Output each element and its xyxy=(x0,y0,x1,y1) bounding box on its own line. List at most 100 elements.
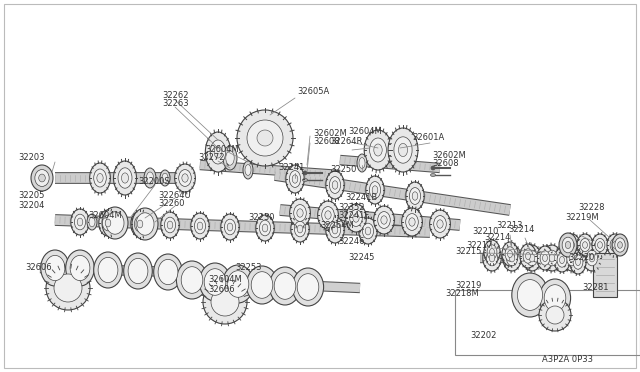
Bar xyxy=(455,290,640,355)
Ellipse shape xyxy=(294,221,306,237)
Ellipse shape xyxy=(154,254,182,290)
Ellipse shape xyxy=(406,214,419,230)
Ellipse shape xyxy=(359,158,365,169)
Ellipse shape xyxy=(372,186,378,194)
Ellipse shape xyxy=(570,250,586,274)
Ellipse shape xyxy=(365,227,371,235)
Ellipse shape xyxy=(357,154,367,172)
Ellipse shape xyxy=(102,207,128,239)
Text: 32241B: 32241B xyxy=(345,193,377,202)
Ellipse shape xyxy=(223,265,253,303)
Ellipse shape xyxy=(582,242,588,248)
Ellipse shape xyxy=(292,268,324,306)
Ellipse shape xyxy=(512,273,548,317)
Ellipse shape xyxy=(167,221,173,229)
Ellipse shape xyxy=(245,164,251,176)
Ellipse shape xyxy=(359,218,377,244)
Ellipse shape xyxy=(70,256,90,280)
Ellipse shape xyxy=(211,140,226,164)
Ellipse shape xyxy=(181,267,203,293)
Ellipse shape xyxy=(615,238,625,252)
Text: 32219: 32219 xyxy=(455,280,481,289)
Ellipse shape xyxy=(325,211,331,219)
Ellipse shape xyxy=(332,226,338,234)
Ellipse shape xyxy=(289,171,301,187)
Ellipse shape xyxy=(246,266,278,304)
Ellipse shape xyxy=(431,173,435,176)
Ellipse shape xyxy=(563,245,581,271)
Ellipse shape xyxy=(332,181,338,189)
Ellipse shape xyxy=(592,234,608,256)
Text: 32246: 32246 xyxy=(338,237,365,247)
Ellipse shape xyxy=(575,259,580,266)
Ellipse shape xyxy=(595,238,605,251)
Ellipse shape xyxy=(182,174,188,182)
Text: 32202: 32202 xyxy=(470,330,497,340)
Text: 32264R: 32264R xyxy=(330,138,362,147)
Ellipse shape xyxy=(147,172,154,184)
Text: 32281: 32281 xyxy=(582,283,609,292)
Text: 32602M: 32602M xyxy=(432,151,466,160)
Ellipse shape xyxy=(399,143,408,157)
Ellipse shape xyxy=(330,177,340,193)
Ellipse shape xyxy=(402,208,422,236)
Circle shape xyxy=(54,274,82,302)
Ellipse shape xyxy=(544,285,566,311)
Ellipse shape xyxy=(128,259,148,283)
Ellipse shape xyxy=(303,179,307,182)
Text: 32608: 32608 xyxy=(313,137,340,145)
Ellipse shape xyxy=(346,204,366,232)
Ellipse shape xyxy=(191,213,209,239)
Ellipse shape xyxy=(489,254,495,262)
Ellipse shape xyxy=(567,238,577,251)
Ellipse shape xyxy=(41,250,69,286)
Ellipse shape xyxy=(164,217,175,233)
Ellipse shape xyxy=(569,254,575,262)
Ellipse shape xyxy=(197,222,203,230)
Ellipse shape xyxy=(502,242,518,266)
Ellipse shape xyxy=(144,168,156,188)
Ellipse shape xyxy=(429,210,451,238)
Ellipse shape xyxy=(394,137,412,163)
Ellipse shape xyxy=(598,242,602,248)
Ellipse shape xyxy=(374,144,382,156)
Ellipse shape xyxy=(204,269,226,295)
Ellipse shape xyxy=(353,214,359,222)
Ellipse shape xyxy=(540,251,550,265)
Ellipse shape xyxy=(77,218,83,226)
Ellipse shape xyxy=(205,132,230,172)
Ellipse shape xyxy=(586,250,598,266)
Ellipse shape xyxy=(161,212,179,238)
Ellipse shape xyxy=(434,216,446,232)
Text: 32604M: 32604M xyxy=(88,211,122,219)
Ellipse shape xyxy=(105,219,111,227)
Ellipse shape xyxy=(537,246,553,270)
Ellipse shape xyxy=(543,254,547,262)
Ellipse shape xyxy=(570,242,575,248)
Ellipse shape xyxy=(137,220,143,228)
Ellipse shape xyxy=(559,256,564,264)
Ellipse shape xyxy=(291,216,309,242)
Ellipse shape xyxy=(243,161,253,179)
Ellipse shape xyxy=(388,128,418,172)
Circle shape xyxy=(247,120,283,156)
Text: A3P2A 0P33: A3P2A 0P33 xyxy=(542,356,593,365)
Ellipse shape xyxy=(259,220,271,236)
Ellipse shape xyxy=(97,173,103,183)
Ellipse shape xyxy=(326,171,344,199)
Ellipse shape xyxy=(93,252,122,288)
Ellipse shape xyxy=(406,182,424,210)
Ellipse shape xyxy=(102,215,114,231)
Ellipse shape xyxy=(573,255,583,269)
Ellipse shape xyxy=(292,175,298,183)
Ellipse shape xyxy=(45,256,65,280)
Ellipse shape xyxy=(98,257,118,283)
Text: 32219M: 32219M xyxy=(565,214,598,222)
Ellipse shape xyxy=(132,208,158,240)
Ellipse shape xyxy=(362,223,374,239)
Text: 32602M: 32602M xyxy=(313,128,347,138)
Ellipse shape xyxy=(525,252,531,260)
Ellipse shape xyxy=(503,245,521,271)
Ellipse shape xyxy=(195,218,205,234)
Text: 32241: 32241 xyxy=(278,164,305,173)
